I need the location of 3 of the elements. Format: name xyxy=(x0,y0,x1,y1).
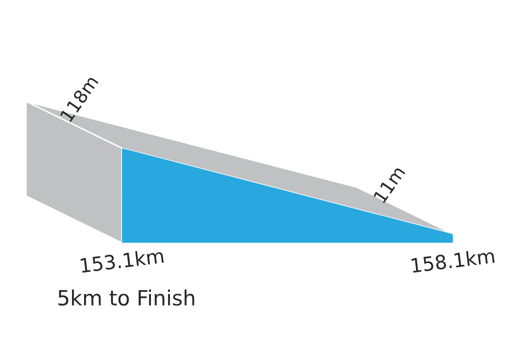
x-tick-label: 153.1km xyxy=(80,248,164,273)
x-tick-label: 158.1km xyxy=(411,248,495,273)
text: 5km to Finish xyxy=(58,290,194,306)
